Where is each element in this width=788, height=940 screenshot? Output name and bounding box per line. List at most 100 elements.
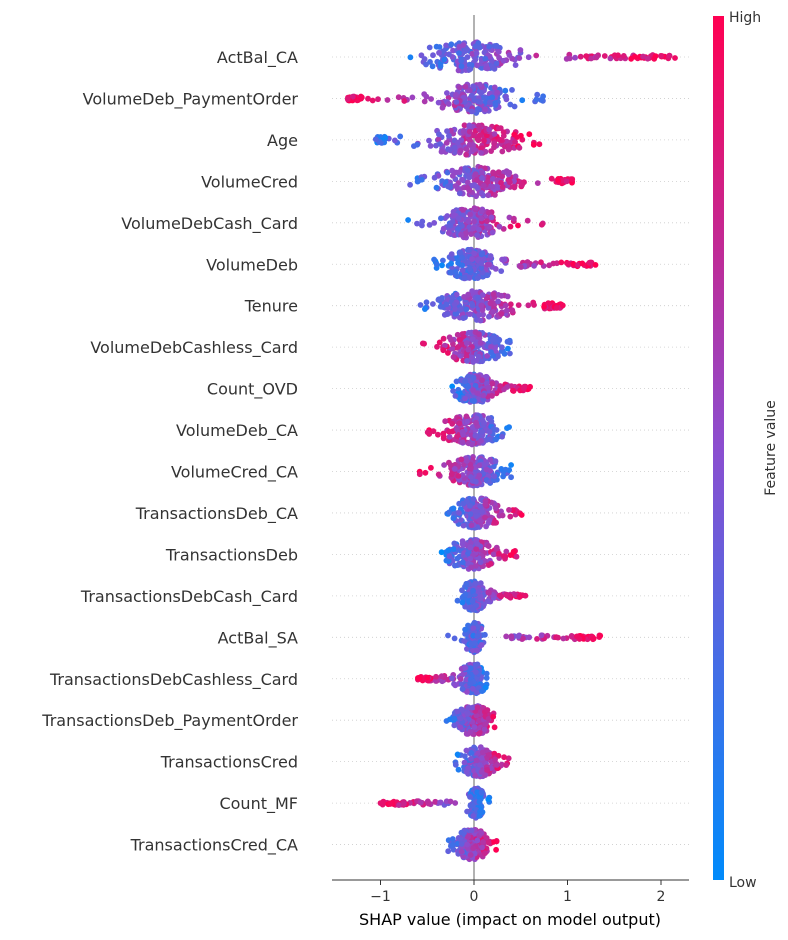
x-tick-label: 2 xyxy=(657,889,666,905)
shap-point xyxy=(464,418,470,425)
shap-point xyxy=(437,63,444,69)
shap-point xyxy=(476,717,483,724)
shap-point xyxy=(482,631,488,638)
shap-point xyxy=(484,272,491,279)
shap-point xyxy=(458,63,465,70)
shap-point xyxy=(473,602,479,609)
shap-point xyxy=(478,208,485,215)
shap-point xyxy=(489,393,495,399)
shap-point xyxy=(476,44,483,51)
shap-point xyxy=(487,253,494,259)
shap-point xyxy=(438,673,445,680)
shap-point xyxy=(469,647,476,654)
shap-point xyxy=(479,358,486,365)
shap-point xyxy=(492,102,499,108)
shap-point xyxy=(462,83,469,90)
shap-point xyxy=(485,839,492,846)
shap-point xyxy=(631,53,638,60)
shap-point xyxy=(472,478,479,485)
shap-point xyxy=(467,555,474,562)
shap-point xyxy=(499,344,505,351)
shap-point xyxy=(459,587,465,594)
shap-point xyxy=(486,43,493,50)
x-axis-title: SHAP value (impact on model output) xyxy=(359,910,661,929)
shap-point xyxy=(471,312,478,319)
shap-point xyxy=(463,581,470,587)
shap-point xyxy=(442,342,448,349)
shap-point xyxy=(445,632,451,639)
shap-point xyxy=(490,291,497,297)
shap-point xyxy=(499,433,505,440)
shap-point xyxy=(496,555,503,561)
shap-point xyxy=(451,144,458,151)
shap-point xyxy=(458,456,465,463)
shap-point xyxy=(563,178,570,185)
shap-point xyxy=(490,309,496,315)
shap-point xyxy=(467,680,474,687)
shap-point xyxy=(486,223,493,230)
shap-point xyxy=(500,129,507,136)
shap-point xyxy=(504,425,510,431)
shap-point xyxy=(476,126,483,132)
shap-point xyxy=(468,755,474,762)
shap-point xyxy=(505,755,512,762)
shap-point xyxy=(485,796,492,803)
shap-point xyxy=(468,354,475,361)
shap-point xyxy=(507,101,514,108)
shap-point xyxy=(455,344,461,350)
shap-point xyxy=(453,91,459,98)
feature-label: TransactionsCred_CA xyxy=(130,836,298,856)
shap-point xyxy=(503,93,509,100)
shap-point xyxy=(445,101,452,107)
shap-point xyxy=(452,682,459,689)
shap-point xyxy=(490,713,497,720)
shap-point xyxy=(464,54,471,60)
shap-point xyxy=(452,310,459,317)
shap-point xyxy=(426,222,433,228)
shap-point xyxy=(468,92,475,99)
shap-point xyxy=(465,704,472,711)
shap-point xyxy=(460,42,467,48)
shap-point xyxy=(377,139,383,145)
shap-point xyxy=(448,260,454,267)
shap-point xyxy=(450,213,457,219)
shap-point xyxy=(491,131,498,137)
shap-point xyxy=(502,466,509,473)
shap-point xyxy=(520,635,526,642)
shap-point xyxy=(435,99,442,106)
shap-point xyxy=(463,458,470,464)
shap-point xyxy=(476,462,483,469)
shap-point xyxy=(482,850,488,857)
shap-point xyxy=(560,635,567,642)
shap-point xyxy=(517,264,524,270)
shap-point xyxy=(465,274,472,280)
shap-point xyxy=(487,456,494,463)
shap-point xyxy=(487,300,494,307)
shap-point xyxy=(460,522,467,529)
shap-point xyxy=(415,675,421,681)
shap-point xyxy=(530,141,537,148)
shap-point xyxy=(474,704,481,711)
shap-point xyxy=(541,303,547,310)
shap-point xyxy=(471,640,478,646)
shap-point xyxy=(469,606,476,613)
shap-point xyxy=(508,462,514,468)
shap-point xyxy=(493,390,500,397)
shap-point xyxy=(559,177,566,184)
shap-point xyxy=(553,305,560,311)
shap-point xyxy=(491,65,498,72)
shap-point xyxy=(450,841,456,848)
shap-point xyxy=(531,262,537,269)
shap-point xyxy=(480,269,486,276)
shap-point xyxy=(407,181,413,188)
shap-point xyxy=(509,307,516,314)
shap-point xyxy=(495,48,502,55)
shap-point xyxy=(536,141,543,148)
shap-point xyxy=(564,260,571,267)
shap-point xyxy=(575,262,581,268)
shap-point xyxy=(499,512,506,519)
shap-point xyxy=(466,141,473,148)
shap-point xyxy=(449,675,455,682)
shap-point xyxy=(477,559,484,566)
